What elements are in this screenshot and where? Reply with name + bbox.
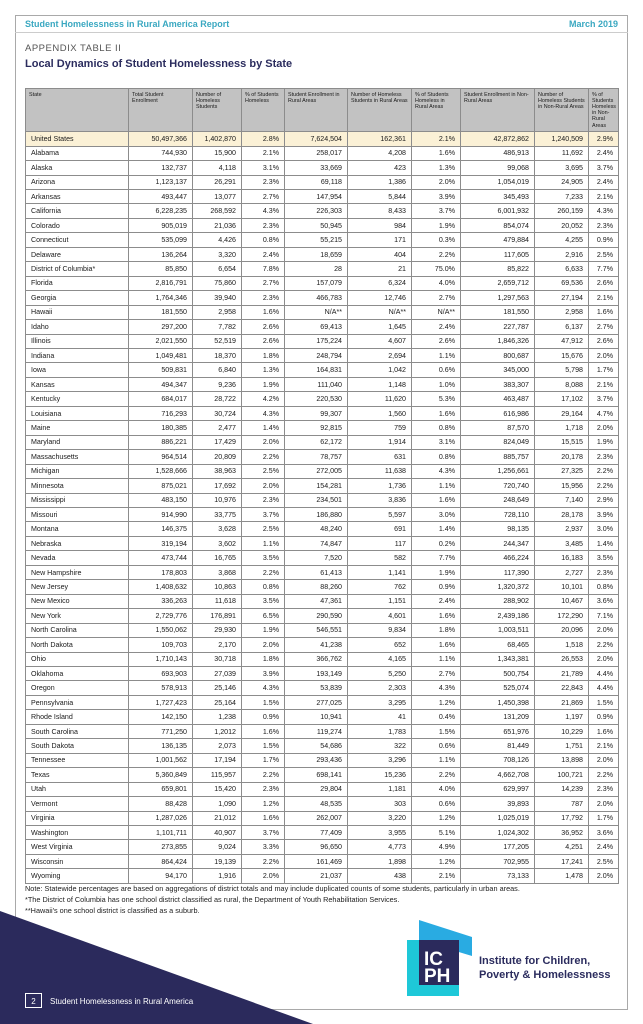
svg-text:PH: PH [424,966,450,987]
